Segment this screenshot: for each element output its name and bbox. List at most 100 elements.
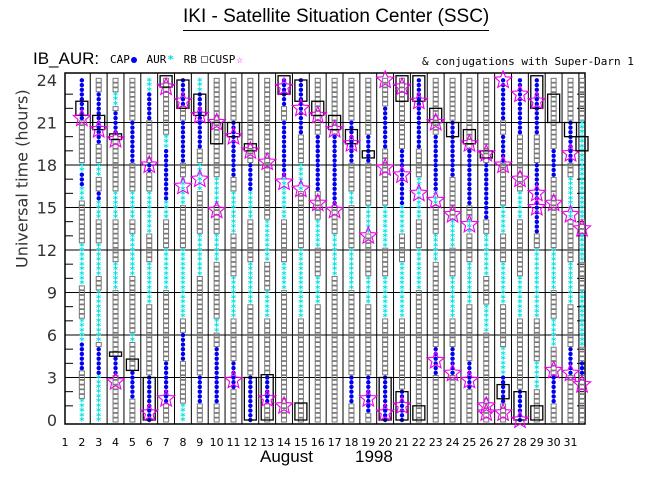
aur-marker: *: [365, 218, 371, 229]
cap-marker: [366, 144, 371, 149]
conjugation-box: [260, 374, 274, 421]
cusp-marker: [105, 371, 126, 391]
rb-marker: [146, 356, 153, 362]
rb-marker: [129, 285, 136, 291]
rb-marker: [567, 162, 574, 168]
rb-marker: [331, 214, 338, 220]
rb-marker: [348, 308, 355, 314]
rb-marker: [466, 318, 473, 324]
rb-marker: [365, 125, 372, 131]
rb-marker: [432, 275, 439, 281]
aur-marker: *: [433, 232, 439, 243]
rb-marker: [432, 261, 439, 267]
aur-marker: *: [483, 232, 489, 243]
cap-marker: [382, 380, 388, 385]
rb-marker: [247, 87, 254, 93]
aur-marker: *: [315, 237, 321, 248]
rb-marker: [230, 332, 237, 338]
rb-marker: [331, 408, 338, 414]
rb-marker: [500, 200, 507, 206]
aur-marker: *: [96, 374, 102, 385]
aur-marker: *: [214, 237, 220, 248]
cap-marker: [248, 163, 253, 168]
cap-marker: [231, 163, 236, 168]
cap-marker: [433, 139, 438, 144]
rb-marker: [432, 384, 439, 390]
rb-marker: [112, 323, 119, 329]
aur-marker: *: [416, 274, 422, 285]
rb-marker: [516, 158, 523, 164]
cap-marker: [332, 186, 337, 192]
cap-marker: [197, 380, 202, 385]
rb-marker: [297, 224, 304, 230]
cusp-marker: [442, 362, 463, 382]
aur-marker: *: [298, 161, 304, 172]
rb-marker: [365, 266, 372, 272]
rb-marker: [297, 233, 304, 239]
rb-marker: [331, 96, 338, 102]
rb-marker: [331, 101, 338, 107]
cap-marker: [130, 125, 135, 130]
aur-marker: *: [483, 256, 489, 267]
rb-marker: [112, 299, 119, 305]
rb-marker: [432, 115, 439, 121]
cap-marker: [433, 347, 438, 352]
rb-marker: [297, 360, 304, 366]
rb-marker: [146, 242, 153, 248]
cap-marker: [298, 106, 304, 111]
aur-marker: *: [534, 293, 540, 304]
cap-marker: [551, 389, 556, 394]
aur-marker: *: [579, 166, 585, 177]
rb-marker: [365, 370, 372, 376]
cap-marker: [551, 398, 556, 404]
cap-marker: [517, 92, 523, 97]
aur-marker: *: [298, 180, 304, 191]
rb-marker: [112, 393, 119, 399]
cap-marker: [214, 351, 219, 357]
rb-marker: [314, 247, 321, 253]
aur-marker: *: [247, 293, 253, 304]
x-tick-label: 12: [243, 436, 257, 449]
cap-marker: [366, 403, 371, 409]
cap-marker: [450, 125, 455, 130]
cap-marker: [467, 153, 472, 159]
rb-marker: [146, 365, 153, 371]
x-tick-label: 15: [294, 436, 308, 449]
aur-marker: *: [579, 341, 585, 352]
rb-marker: [196, 285, 203, 291]
rb-marker: [550, 365, 557, 371]
cap-marker: [248, 384, 253, 390]
aur-marker: *: [146, 279, 152, 290]
cap-marker: [315, 134, 320, 140]
aur-marker: *: [534, 383, 540, 394]
rb-marker: [213, 153, 220, 159]
rb-marker: [146, 148, 153, 154]
rb-marker: [466, 91, 473, 97]
cap-marker: [130, 375, 135, 380]
rb-marker: [179, 205, 186, 211]
aur-marker: *: [466, 293, 472, 304]
rb-marker: [314, 403, 321, 409]
cap-marker: [248, 181, 253, 187]
rb-marker: [382, 91, 389, 97]
rb-marker: [314, 266, 321, 272]
rb-marker: [579, 91, 585, 97]
rb-marker: [382, 266, 389, 272]
rb-marker: [179, 365, 186, 371]
rb-marker: [314, 304, 321, 310]
cap-marker: [349, 158, 354, 163]
rb-marker: [331, 304, 338, 310]
rb-marker: [179, 398, 186, 404]
aur-marker: *: [230, 213, 236, 224]
rb-marker: [550, 417, 557, 423]
rb-marker: [382, 346, 389, 352]
aur-marker: *: [517, 298, 523, 309]
conjugation-note: & conjugations with Super-Darn 1: [422, 55, 634, 68]
aur-marker: *: [567, 204, 573, 215]
rb-marker: [247, 351, 254, 357]
rb-marker: [415, 228, 422, 234]
aur-marker: *: [517, 194, 523, 205]
cap-marker: [450, 347, 455, 352]
cap-marker: [517, 111, 523, 116]
aur-marker: *: [466, 274, 472, 285]
